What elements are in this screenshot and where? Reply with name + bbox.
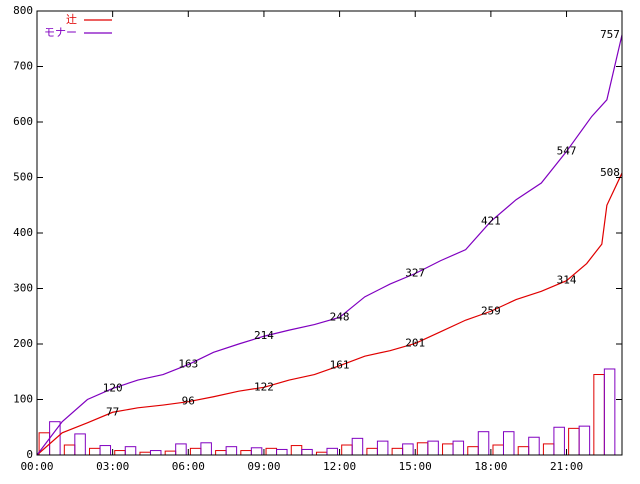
bar [477,431,490,456]
bar [276,448,288,456]
bar [175,443,187,456]
legend-label: 辻 [66,12,77,26]
y-tick-label: 800 [13,4,33,17]
bar [225,446,238,456]
bar [376,440,389,456]
data-label: 214 [254,329,274,342]
x-tick-label: 09:00 [247,460,280,473]
bar [351,437,364,456]
bar [290,445,303,456]
data-label: 547 [557,144,577,157]
bar [391,447,404,456]
legend-label: モナー [44,26,77,39]
bar [149,450,162,456]
bar [442,443,454,456]
y-tick-label: 0 [26,448,33,461]
bar [114,450,126,456]
y-tick-label: 600 [13,115,33,128]
data-label: 201 [405,336,425,349]
bar [200,442,212,456]
bar [366,447,378,456]
bar [427,440,439,456]
data-label: 120 [103,381,123,394]
data-label: 421 [481,214,501,227]
bar [189,447,202,456]
bar [578,425,591,456]
data-label: 314 [557,274,577,287]
data-label: 248 [330,310,350,323]
bar [416,442,429,456]
data-label: 77 [106,405,119,418]
data-label: 327 [405,267,425,280]
line [36,172,623,456]
bar [517,446,530,456]
bar [63,444,76,456]
y-tick-label: 200 [13,337,33,350]
bar [89,447,101,456]
x-tick-label: 21:00 [550,460,583,473]
bar [99,445,112,456]
bar [240,450,252,456]
data-label: 161 [330,359,350,372]
data-label: 122 [254,380,274,393]
bar [542,443,555,456]
data-label: 96 [182,395,195,408]
bar [528,436,540,456]
x-tick-label: 00:00 [20,460,53,473]
y-tick-label: 300 [13,282,33,295]
plot-border [36,10,623,456]
line [36,34,623,456]
bar [603,368,616,456]
bar [164,450,177,456]
bar [502,431,515,456]
bar [402,443,414,456]
data-label: 163 [178,358,198,371]
bar [265,447,278,456]
x-tick-label: 18:00 [474,460,507,473]
x-tick-label: 15:00 [399,460,432,473]
data-label: 259 [481,304,501,317]
data-label: 508 [600,166,620,179]
x-tick-label: 06:00 [172,460,205,473]
y-tick-label: 400 [13,226,33,239]
bar [568,427,580,456]
data-label: 757 [600,28,620,41]
x-tick-label: 03:00 [96,460,129,473]
bar [301,448,313,456]
y-tick-label: 100 [13,393,33,406]
bar [250,447,263,456]
bar [467,446,479,456]
bar [124,446,137,456]
x-tick-label: 12:00 [323,460,356,473]
bar [593,374,605,456]
bar [215,450,227,456]
y-tick-label: 700 [13,60,33,73]
y-tick-label: 500 [13,171,33,184]
bar [74,433,86,456]
bar [492,444,504,456]
bar [341,444,353,456]
bar [452,440,465,456]
bar [553,426,565,456]
bar [326,447,338,456]
